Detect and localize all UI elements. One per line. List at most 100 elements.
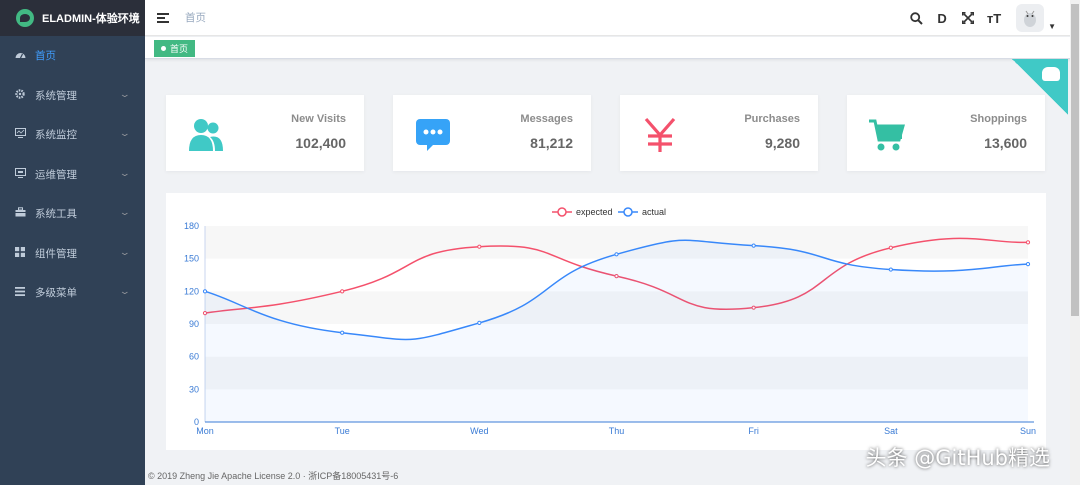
server-icon bbox=[14, 167, 26, 181]
legend-label: expected bbox=[576, 207, 613, 217]
x-tick-label: Thu bbox=[609, 426, 625, 436]
sidebar-item-label: 多级菜单 bbox=[35, 287, 77, 300]
chevron-down-icon: ⌄ bbox=[119, 88, 132, 99]
watermark: 头条 @GitHub精选 bbox=[865, 446, 1050, 470]
chart-svg: 0 30 60 90 120 150 180 Mon Tue Wed Thu Fri Sat Sun exp… bbox=[184, 207, 1036, 436]
card-shoppings[interactable]: Shoppings 13,600 bbox=[847, 95, 1045, 171]
y-tick-label: 60 bbox=[189, 352, 199, 362]
font-size-icon[interactable]: тT bbox=[986, 10, 1002, 26]
right-menu: D тT ▼ bbox=[900, 0, 1056, 36]
data-point bbox=[614, 273, 619, 279]
fullscreen-icon[interactable] bbox=[958, 0, 978, 36]
data-point bbox=[202, 289, 208, 294]
data-point bbox=[751, 243, 756, 248]
sidebar-item-monitor[interactable]: 系统监控 ⌄ bbox=[0, 115, 145, 155]
message-icon bbox=[413, 115, 453, 155]
chevron-down-icon: ⌄ bbox=[119, 286, 132, 296]
legend-label: actual bbox=[642, 207, 666, 217]
legend-marker bbox=[557, 207, 567, 217]
x-tick-label: Fri bbox=[748, 426, 759, 436]
people-icon bbox=[186, 115, 226, 155]
sidebar-item-system[interactable]: 系统管理 ⌄ bbox=[0, 76, 145, 116]
shopping-cart-icon bbox=[867, 115, 907, 155]
sidebar-item-label: 系统管理 bbox=[35, 89, 77, 102]
list-icon bbox=[14, 286, 26, 299]
sidebar-item-label: 系统监控 bbox=[35, 129, 77, 142]
doc-icon[interactable]: D bbox=[937, 10, 947, 26]
chevron-down-icon: ⌄ bbox=[119, 128, 132, 138]
tags-view: 首页 bbox=[145, 37, 1080, 59]
sidebar-item-home[interactable]: 首页 bbox=[0, 36, 145, 76]
y-tick-label: 120 bbox=[184, 286, 199, 296]
yen-icon bbox=[640, 115, 680, 155]
sidebar-item-multilevel[interactable]: 多级菜单 ⌄ bbox=[0, 273, 145, 313]
card-title: Messages bbox=[520, 113, 573, 125]
grid-band bbox=[205, 356, 1028, 390]
card-title: Shoppings bbox=[970, 113, 1027, 125]
y-tick-label: 90 bbox=[189, 319, 199, 329]
x-tick-label: Mon bbox=[196, 426, 214, 436]
card-title: New Visits bbox=[291, 113, 346, 125]
y-tick-label: 150 bbox=[184, 254, 199, 264]
toolbox-icon bbox=[14, 207, 26, 220]
x-tick-label: Sat bbox=[884, 426, 898, 436]
card-title: Purchases bbox=[744, 113, 800, 125]
data-point bbox=[477, 320, 482, 326]
sidebar: ELADMIN-体验环境 首页 系统管理 ⌄ 系统监控 ⌄ 运 bbox=[0, 0, 145, 485]
sidebar-item-label: 首页 bbox=[35, 50, 56, 63]
footer: © 2019 Zheng Jie Apache License 2.0 · 浙I… bbox=[148, 471, 399, 481]
logo[interactable]: ELADMIN-体验环境 bbox=[0, 0, 145, 36]
component-icon bbox=[14, 246, 26, 260]
data-point bbox=[888, 245, 893, 250]
github-icon bbox=[1042, 67, 1060, 81]
card-new-visits[interactable]: New Visits 102,400 bbox=[166, 95, 364, 171]
card-purchases[interactable]: Purchases 9,280 bbox=[620, 95, 818, 171]
dashboard-icon bbox=[14, 50, 26, 62]
caret-down-icon[interactable]: ▼ bbox=[1048, 21, 1056, 31]
y-tick-label: 0 bbox=[194, 417, 199, 427]
avatar[interactable] bbox=[1016, 4, 1045, 32]
hamburger-icon[interactable] bbox=[157, 12, 169, 23]
legend-marker bbox=[623, 207, 633, 217]
x-tick-label: Wed bbox=[470, 426, 488, 436]
navbar: 首页 D тT ▼ bbox=[145, 0, 1080, 36]
x-tick-label: Sun bbox=[1020, 426, 1036, 436]
data-point bbox=[1025, 240, 1031, 245]
card-value: 81,212 bbox=[530, 135, 573, 151]
sidebar-item-label: 组件管理 bbox=[35, 247, 77, 260]
data-point bbox=[340, 330, 345, 335]
chevron-down-icon: ⌄ bbox=[119, 207, 132, 217]
grid-band bbox=[205, 324, 1028, 357]
y-tick-label: 180 bbox=[184, 221, 199, 231]
search-icon[interactable] bbox=[906, 0, 926, 36]
x-tick-label: Tue bbox=[335, 426, 350, 436]
sidebar-item-label: 系统工具 bbox=[35, 208, 77, 221]
active-dot-icon bbox=[161, 46, 166, 51]
chevron-down-icon: ⌄ bbox=[119, 246, 132, 257]
logo-icon bbox=[16, 9, 34, 27]
tag-home[interactable]: 首页 bbox=[154, 40, 196, 57]
card-value: 102,400 bbox=[295, 135, 346, 151]
breadcrumb[interactable]: 首页 bbox=[185, 12, 206, 24]
card-value: 13,600 bbox=[984, 135, 1027, 151]
sidebar-item-tools[interactable]: 系统工具 ⌄ bbox=[0, 194, 145, 234]
monitor-icon bbox=[14, 128, 26, 141]
scroll-thumb[interactable] bbox=[1071, 4, 1079, 316]
sidebar-item-label: 运维管理 bbox=[35, 168, 77, 181]
sidebar-item-ops[interactable]: 运维管理 ⌄ bbox=[0, 155, 145, 195]
grid-band bbox=[205, 389, 1028, 422]
sidebar-item-components[interactable]: 组件管理 ⌄ bbox=[0, 234, 145, 274]
data-point bbox=[888, 267, 893, 272]
data-point bbox=[1025, 262, 1031, 267]
gear-icon bbox=[14, 89, 26, 102]
series-area-actual bbox=[205, 240, 1028, 422]
scrollbar[interactable] bbox=[1070, 0, 1080, 485]
data-point bbox=[751, 305, 756, 310]
tag-label: 首页 bbox=[170, 44, 189, 54]
card-messages[interactable]: Messages 81,212 bbox=[393, 95, 591, 171]
data-point bbox=[477, 244, 482, 249]
data-point bbox=[202, 311, 208, 316]
data-point bbox=[340, 289, 345, 294]
data-point bbox=[614, 252, 619, 257]
card-value: 9,280 bbox=[764, 135, 800, 151]
